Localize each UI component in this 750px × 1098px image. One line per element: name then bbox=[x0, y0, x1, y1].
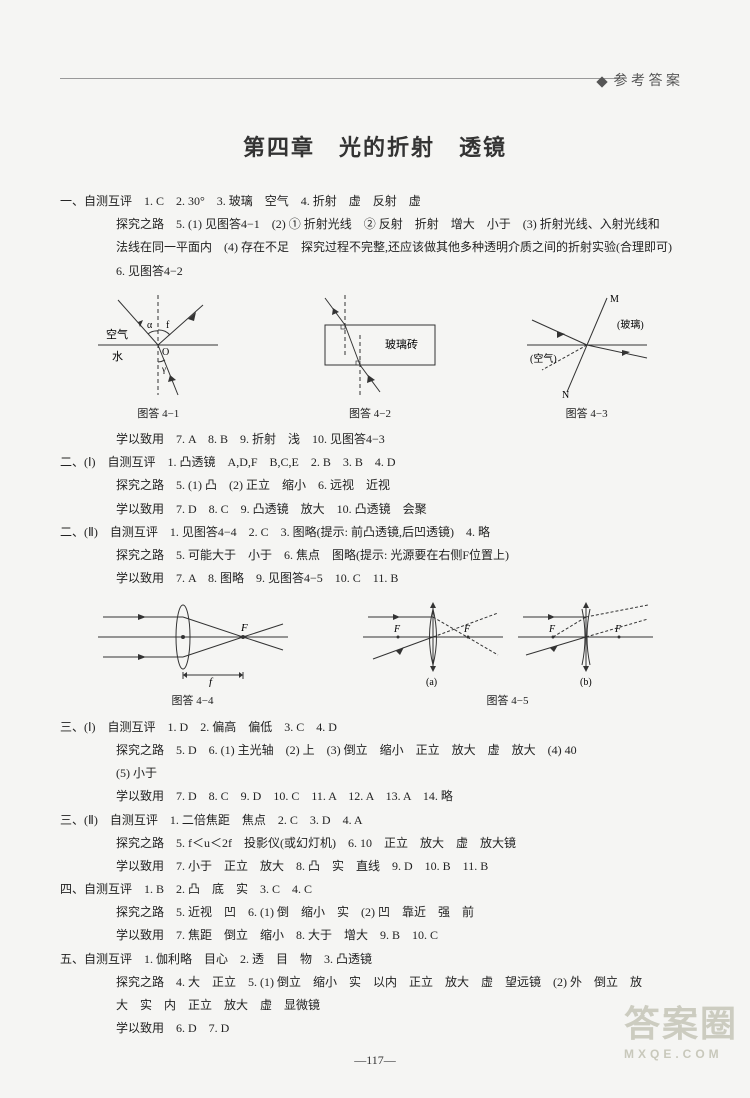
caption-4-2: 图答 4−2 bbox=[285, 404, 455, 424]
diagram-4-3: M N (玻璃) (空气) 图答 4−3 bbox=[512, 290, 662, 424]
answer-line: 学以致用 6. D 7. D bbox=[60, 1017, 690, 1039]
svg-text:(玻璃): (玻璃) bbox=[617, 318, 644, 331]
caption-4-5: 图答 4−5 bbox=[358, 691, 658, 711]
diagram-4-2: 玻璃砖 图答 4−2 bbox=[285, 290, 455, 424]
answer-line: 探究之路 5. (1) 凸 (2) 正立 缩小 6. 远视 近视 bbox=[60, 474, 690, 496]
answer-line: 一、自测互评 1. C 2. 30° 3. 玻璃 空气 4. 折射 虚 反射 虚 bbox=[60, 190, 690, 212]
header-diamond-icon bbox=[596, 76, 607, 87]
caption-4-4: 图答 4−4 bbox=[93, 691, 293, 711]
answer-line: 法线在同一平面内 (4) 存在不足 探究过程不完整,还应该做其他多种透明介质之间… bbox=[60, 236, 690, 258]
answer-line: 学以致用 7. D 8. C 9. D 10. C 11. A 12. A 13… bbox=[60, 785, 690, 807]
diagram-4-1: α f 空气 水 O γ 图答 4−1 bbox=[88, 290, 228, 424]
refraction-air-water-icon: α f 空气 水 O γ bbox=[88, 290, 228, 400]
watermark-main: 答案圈 bbox=[624, 1003, 738, 1044]
answer-line: 学以致用 7. D 8. C 9. 凸透镜 放大 10. 凸透镜 会聚 bbox=[60, 498, 690, 520]
svg-text:f: f bbox=[209, 676, 214, 687]
diagram-row-a: α f 空气 水 O γ 图答 4−1 bbox=[60, 290, 690, 424]
svg-text:γ: γ bbox=[161, 364, 166, 374]
answer-line: 探究之路 5. D 6. (1) 主光轴 (2) 上 (3) 倒立 缩小 正立 … bbox=[60, 739, 690, 761]
answer-line: 学以致用 7. A 8. 图略 9. 见图答4−5 10. C 11. B bbox=[60, 567, 690, 589]
diagram-4-5: F F (a) bbox=[358, 597, 658, 711]
svg-text:水: 水 bbox=[112, 350, 123, 363]
answer-line: 学以致用 7. 小于 正立 放大 8. 凸 实 直线 9. D 10. B 11… bbox=[60, 855, 690, 877]
svg-text:F: F bbox=[463, 624, 471, 635]
glass-air-boundary-icon: M N (玻璃) (空气) bbox=[512, 290, 662, 400]
answers-content: 一、自测互评 1. C 2. 30° 3. 玻璃 空气 4. 折射 虚 反射 虚… bbox=[60, 190, 690, 1039]
page-number: —117— bbox=[60, 1053, 690, 1068]
diagram-row-b: F f 图答 4−4 bbox=[60, 597, 690, 711]
svg-text:F: F bbox=[240, 622, 248, 634]
chapter-title: 第四章 光的折射 透镜 bbox=[60, 130, 690, 162]
watermark-sub: MXQE.COM bbox=[624, 1047, 738, 1061]
answer-line: 探究之路 5. 可能大于 小于 6. 焦点 图略(提示: 光源要在右侧F位置上) bbox=[60, 544, 690, 566]
svg-text:N: N bbox=[562, 390, 569, 400]
header-rule bbox=[60, 78, 620, 79]
svg-text:f: f bbox=[166, 320, 170, 331]
caption-4-3: 图答 4−3 bbox=[512, 404, 662, 424]
svg-text:(b): (b) bbox=[580, 677, 592, 687]
caption-4-1: 图答 4−1 bbox=[88, 404, 228, 424]
answer-line: 探究之路 5. 近视 凹 6. (1) 倒 缩小 实 (2) 凹 靠近 强 前 bbox=[60, 901, 690, 923]
answer-line: 大 实 内 正立 放大 虚 显微镜 bbox=[60, 994, 690, 1016]
svg-text:F: F bbox=[548, 624, 556, 635]
answer-line: (5) 小于 bbox=[60, 762, 690, 784]
svg-text:F: F bbox=[393, 624, 401, 635]
answer-line: 探究之路 5. f＜u＜2f 投影仪(或幻灯机) 6. 10 正立 放大 虚 放… bbox=[60, 832, 690, 854]
answer-line: 学以致用 7. A 8. B 9. 折射 浅 10. 见图答4−3 bbox=[60, 428, 690, 450]
svg-text:O: O bbox=[162, 347, 169, 358]
svg-text:(a): (a) bbox=[426, 677, 437, 687]
answer-line: 学以致用 7. 焦距 倒立 缩小 8. 大于 增大 9. B 10. C bbox=[60, 924, 690, 946]
svg-text:F: F bbox=[614, 624, 622, 635]
answer-line: 探究之路 5. (1) 见图答4−1 (2) ① 折射光线 ② 反射 折射 增大… bbox=[60, 213, 690, 235]
answer-line: 四、自测互评 1. B 2. 凸 底 实 3. C 4. C bbox=[60, 878, 690, 900]
watermark: 答案圈 MXQE.COM bbox=[624, 995, 738, 1061]
answer-line: 三、(Ⅱ) 自测互评 1. 二倍焦距 焦点 2. C 3. D 4. A bbox=[60, 809, 690, 831]
svg-text:M: M bbox=[610, 294, 619, 305]
svg-text:α: α bbox=[147, 320, 153, 331]
answer-line: 三、(Ⅰ) 自测互评 1. D 2. 偏高 偏低 3. C 4. D bbox=[60, 716, 690, 738]
svg-text:玻璃砖: 玻璃砖 bbox=[385, 337, 418, 351]
answer-line: 6. 见图答4−2 bbox=[60, 260, 690, 282]
lens-pair-icon: F F (a) bbox=[358, 597, 658, 687]
glass-block-icon: 玻璃砖 bbox=[285, 290, 455, 400]
header-label: 参 考 答 案 bbox=[598, 70, 680, 90]
answer-line: 二、(Ⅱ) 自测互评 1. 见图答4−4 2. C 3. 图略(提示: 前凸透镜… bbox=[60, 521, 690, 543]
answer-line: 探究之路 4. 大 正立 5. (1) 倒立 缩小 实 以内 正立 放大 虚 望… bbox=[60, 971, 690, 993]
answer-line: 五、自测互评 1. 伽利略 目心 2. 透 目 物 3. 凸透镜 bbox=[60, 948, 690, 970]
diagram-4-4: F f 图答 4−4 bbox=[93, 597, 293, 711]
svg-text:(空气): (空气) bbox=[530, 352, 557, 365]
svg-text:空气: 空气 bbox=[106, 327, 128, 341]
answer-line: 二、(Ⅰ) 自测互评 1. 凸透镜 A,D,F B,C,E 2. B 3. B … bbox=[60, 451, 690, 473]
header-text: 参 考 答 案 bbox=[614, 74, 681, 89]
convex-lens-focus-icon: F f bbox=[93, 597, 293, 687]
